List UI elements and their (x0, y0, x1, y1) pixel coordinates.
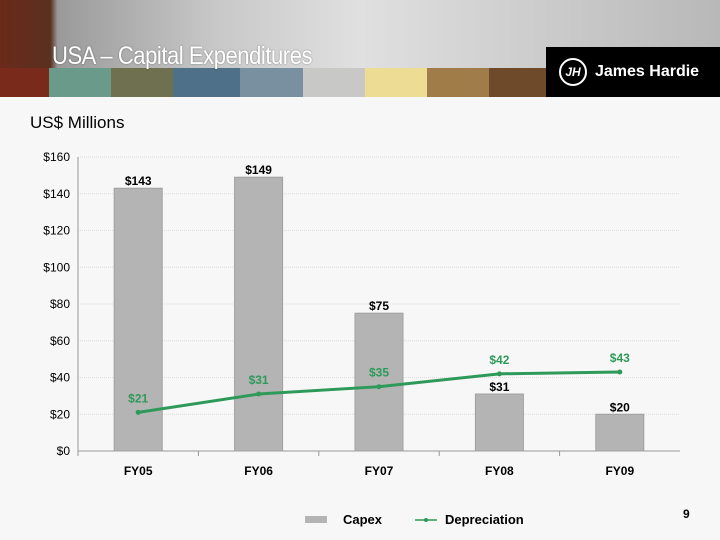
capex-bar (234, 176, 284, 452)
logo-text: James Hardie (595, 63, 700, 80)
logo-mark-icon: JH (559, 58, 587, 86)
capex-data-label: $75 (369, 299, 389, 313)
y-tick-label: $140 (43, 187, 70, 201)
depreciation-point (256, 391, 262, 397)
color-swatch (303, 68, 365, 97)
capex-bar (595, 413, 645, 452)
y-tick-label: $80 (50, 297, 70, 311)
legend-capex-label: Capex (343, 512, 383, 527)
depreciation-point (135, 409, 141, 415)
y-tick-label: $100 (43, 260, 70, 274)
capex-data-label: $143 (125, 174, 152, 188)
color-swatch (0, 68, 49, 97)
depreciation-data-label: $43 (610, 351, 630, 365)
page-number: 9 (683, 507, 690, 521)
y-tick-label: $60 (50, 334, 70, 348)
depreciation-data-label: $31 (249, 373, 269, 387)
y-tick-label: $40 (50, 371, 70, 385)
color-swatch (489, 68, 546, 97)
capex-data-label: $149 (245, 163, 272, 177)
y-tick-label: $160 (43, 150, 70, 164)
x-tick-label: FY06 (244, 464, 273, 478)
color-swatch (427, 68, 489, 97)
color-swatch (49, 68, 111, 97)
x-tick-label: FY07 (365, 464, 394, 478)
capex-bar (113, 187, 163, 452)
color-swatch (173, 68, 240, 97)
depreciation-point (376, 384, 382, 390)
legend-depreciation: Depreciation (415, 512, 524, 527)
slide-title: USA – Capital Expenditures (52, 42, 313, 70)
capex-data-label: $20 (610, 400, 630, 414)
capex-swatch (305, 516, 327, 523)
color-swatch (111, 68, 173, 97)
units-label: US$ Millions (30, 113, 125, 132)
depreciation-point (617, 369, 623, 375)
depreciation-data-label: $42 (489, 353, 509, 367)
x-tick-label: FY09 (605, 464, 634, 478)
color-swatch (240, 68, 303, 97)
y-tick-label: $120 (43, 224, 70, 238)
capex-bar (474, 393, 524, 452)
color-swatch (365, 68, 427, 97)
capex-data-label: $31 (489, 380, 509, 394)
depreciation-line-icon (415, 517, 437, 522)
legend-depreciation-label: Depreciation (445, 512, 524, 527)
legend-capex: Capex (305, 512, 382, 527)
x-tick-label: FY08 (485, 464, 514, 478)
y-tick-label: $20 (50, 407, 70, 421)
y-tick-label: $0 (57, 444, 71, 458)
capex-bar (354, 312, 404, 452)
depreciation-data-label: $35 (369, 366, 389, 380)
depreciation-data-label: $21 (128, 391, 148, 405)
depreciation-point (496, 371, 502, 377)
x-tick-label: FY05 (124, 464, 153, 478)
james-hardie-logo: JH James Hardie (546, 47, 720, 97)
